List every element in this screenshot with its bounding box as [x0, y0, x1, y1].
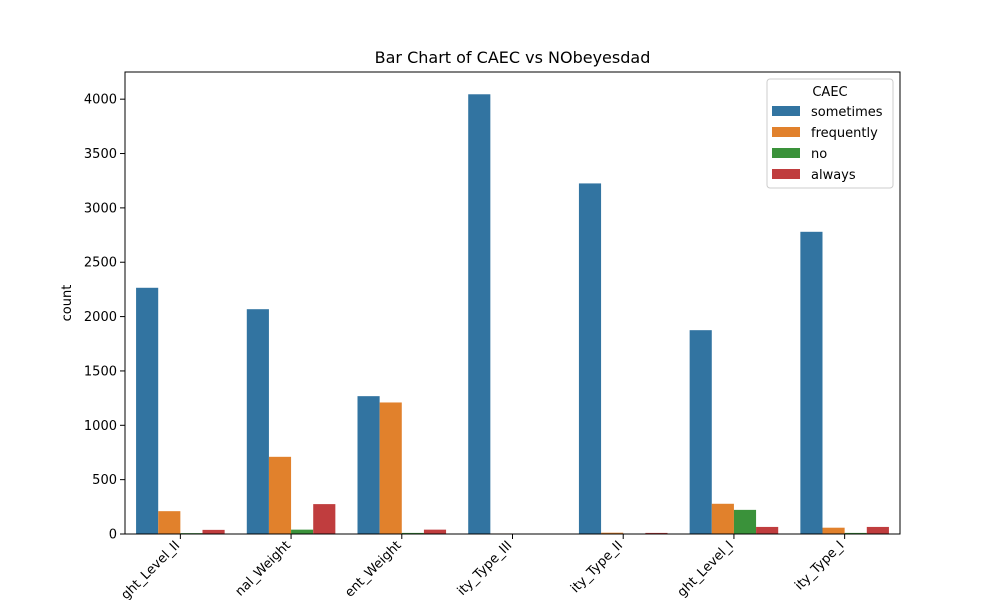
bar-sometimes-0 [136, 287, 159, 534]
plot-frame [124, 71, 901, 535]
bars-group [136, 94, 889, 535]
bar-no-5 [733, 509, 757, 534]
legend-label-frequently: frequently [811, 126, 878, 141]
y-tick-label-7: 3500 [84, 147, 117, 162]
bar-always-4 [645, 532, 668, 534]
bar-frequently-4 [601, 532, 624, 534]
y-tick-label-8: 4000 [84, 93, 117, 108]
legend-label-sometimes: sometimes [811, 105, 883, 120]
x-tick-label-6: ity_Type_I [792, 538, 847, 593]
bar-sometimes-5 [689, 330, 712, 534]
y-tick-label-4: 2000 [84, 310, 117, 325]
y-axis: 0 500 1000 1500 2000 2500 3000 3500 4000 [84, 93, 125, 543]
bar-sometimes-3 [468, 94, 491, 534]
x-tick-label-5: ght_Level_I [675, 538, 737, 600]
chart-title: Bar Chart of CAEC vs NObeyesdad [375, 48, 651, 67]
y-tick-label-3: 1500 [84, 364, 117, 379]
bar-sometimes-2 [357, 396, 380, 534]
x-tick-label-2: ent_Weight [342, 538, 404, 600]
bar-sometimes-1 [246, 309, 269, 534]
x-tick-label-3: ity_Type_III [455, 538, 516, 599]
bar-frequently-0 [158, 511, 181, 534]
x-tick-label-1: nal_Weight [233, 538, 294, 599]
bar-always-2 [423, 529, 447, 534]
legend-label-always: always [811, 168, 856, 183]
legend-swatch-no [772, 148, 800, 158]
bar-frequently-6 [822, 527, 845, 534]
y-tick-label-0: 0 [109, 528, 117, 543]
bar-frequently-2 [379, 402, 402, 534]
bar-always-1 [313, 504, 336, 534]
y-tick-label-5: 2500 [84, 256, 117, 271]
legend: CAEC sometimes frequently no always [766, 78, 894, 189]
legend-swatch-frequently [772, 127, 800, 137]
bar-no-6 [844, 532, 867, 534]
x-axis: ght_Level_II nal_Weight ent_Weight ity_Type… [118, 534, 847, 600]
bar-always-0 [202, 529, 225, 534]
bar-sometimes-4 [578, 183, 602, 535]
y-tick-label-2: 1000 [84, 419, 117, 434]
y-tick-label-6: 3000 [84, 201, 117, 216]
x-tick-label-4: ity_Type_II [568, 538, 626, 596]
bar-always-6 [866, 526, 889, 534]
y-tick-label-1: 500 [92, 473, 117, 488]
legend-swatch-always [772, 169, 800, 179]
legend-title: CAEC [812, 85, 847, 100]
bar-frequently-5 [711, 503, 734, 534]
y-axis-label: count [60, 285, 75, 322]
bar-always-5 [756, 526, 779, 534]
bar-no-1 [291, 529, 314, 534]
x-tick-label-0: ght_Level_II [118, 538, 183, 600]
bar-no-2 [401, 532, 424, 534]
legend-swatch-sometimes [772, 106, 800, 116]
legend-label-no: no [811, 147, 827, 162]
bar-sometimes-6 [800, 231, 823, 535]
bar-frequently-1 [268, 456, 292, 534]
